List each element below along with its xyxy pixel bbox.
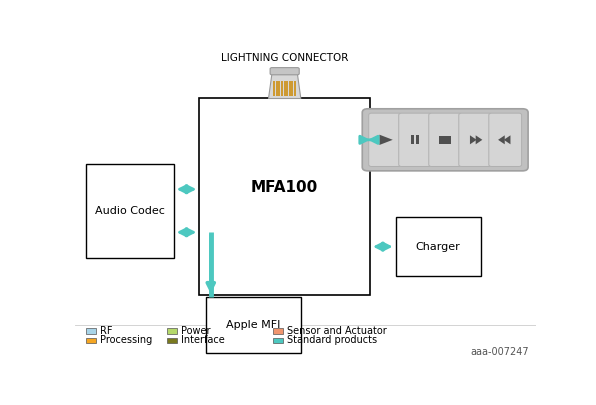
FancyBboxPatch shape [489, 113, 522, 166]
Text: RF: RF [100, 326, 113, 336]
FancyBboxPatch shape [369, 113, 402, 166]
Polygon shape [380, 135, 393, 145]
FancyBboxPatch shape [362, 109, 528, 171]
Text: LIGHTNING CONNECTOR: LIGHTNING CONNECTOR [221, 53, 348, 63]
Text: aaa-007247: aaa-007247 [471, 347, 529, 357]
Polygon shape [476, 135, 482, 144]
Bar [416, 135, 420, 144]
Text: Processing: Processing [100, 335, 152, 345]
Bar [273, 338, 283, 343]
Polygon shape [504, 135, 510, 144]
Bar [411, 135, 414, 144]
Bar [199, 98, 370, 295]
Polygon shape [269, 74, 301, 98]
Bar [396, 217, 481, 276]
Text: Standard products: Standard products [287, 335, 377, 345]
Text: Sensor and Actuator: Sensor and Actuator [287, 326, 387, 336]
Bar [439, 136, 451, 144]
Bar [206, 296, 301, 353]
Text: Power: Power [181, 326, 210, 336]
FancyBboxPatch shape [429, 113, 461, 166]
Polygon shape [498, 135, 505, 144]
Polygon shape [470, 135, 477, 144]
Text: Apple MFI: Apple MFI [226, 320, 281, 330]
Text: Charger: Charger [416, 242, 461, 252]
Bar [86, 164, 174, 258]
Bar [86, 328, 96, 334]
Bar [273, 328, 283, 334]
Bar [167, 328, 177, 334]
FancyBboxPatch shape [459, 113, 492, 166]
Text: Audio Codec: Audio Codec [95, 206, 165, 216]
Text: Interface: Interface [181, 335, 225, 345]
Text: MFA100: MFA100 [251, 180, 318, 195]
Bar [167, 338, 177, 343]
Bar [86, 338, 96, 343]
FancyBboxPatch shape [399, 113, 432, 166]
FancyBboxPatch shape [270, 68, 299, 75]
